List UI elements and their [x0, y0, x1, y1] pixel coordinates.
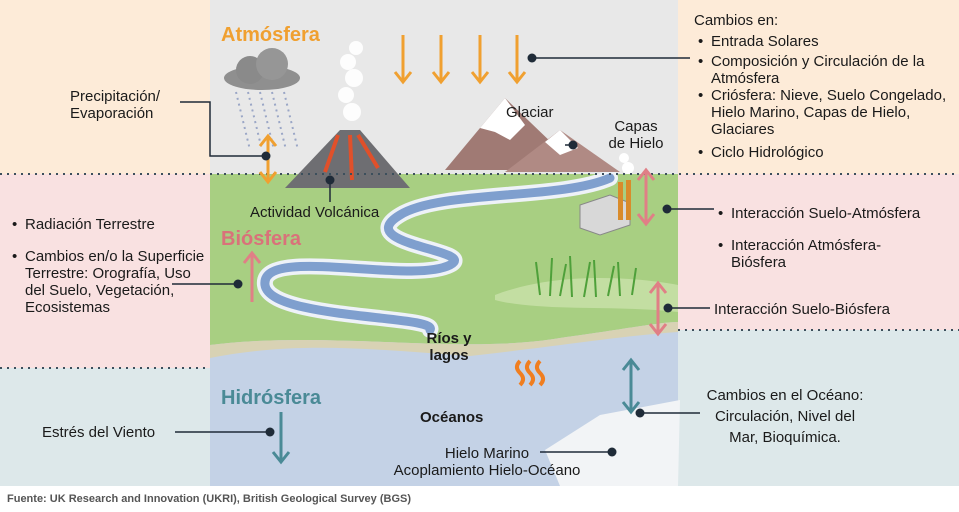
river [260, 173, 615, 335]
change-item-hydrology: Ciclo Hidrológico [698, 144, 951, 161]
land-atmosphere-arrow [636, 167, 656, 227]
volcano-smoke [338, 41, 363, 121]
ice-sheets-label: Capas de Hielo [604, 118, 668, 152]
heat-waves-icon [515, 359, 545, 387]
hydrosphere-right-panel [678, 330, 959, 486]
factory [579, 153, 634, 236]
ocean-changes-line-2: Circulación, Nivel del [714, 408, 856, 425]
bio-item-radiation: Radiación Terrestre [12, 216, 210, 233]
wind-stress-label: Estrés del Viento [42, 424, 156, 441]
land-biosphere-arrow [648, 280, 668, 337]
grass [535, 255, 637, 298]
shoreline [210, 322, 678, 358]
ocean-change-arrow [621, 357, 641, 415]
biosphere-label: Biósfera [221, 228, 302, 250]
sea-ice-line-1: Hielo Marino [444, 445, 530, 462]
hydrosphere-label: Hidrósfera [221, 387, 322, 409]
lava-flows [323, 133, 380, 181]
interaction-land-atmosphere: Interacción Suelo-Atmósfera [718, 205, 959, 222]
solar-input-arrows [393, 35, 527, 85]
source-caption: Fuente: UK Research and Innovation (UKRI… [7, 493, 412, 505]
oceans-label: Océanos [420, 409, 484, 426]
changes-title: Cambios en: [694, 12, 779, 29]
rivers-line-1: Ríos y [426, 330, 472, 347]
rain-cloud [224, 48, 300, 90]
diagram-canvas [0, 0, 959, 486]
ocean-changes-label: Cambios en el Océano: Circulación, Nivel… [690, 387, 880, 446]
wind-stress-arrow [271, 412, 291, 465]
radiation-arrow [242, 250, 262, 302]
ice-sheets-line-1: Capas [614, 118, 658, 135]
interaction-land-biosphere: Interacción Suelo-Biósfera [714, 301, 890, 318]
atmosphere-label: Atmósfera [221, 24, 320, 46]
volcanic-activity-label: Actividad Volcánica [250, 204, 380, 221]
ice-sheets-line-2: de Hielo [608, 135, 664, 152]
rivers-lakes-label: Ríos y lagos [418, 330, 480, 364]
sky-area [210, 0, 678, 176]
interaction-atmosphere-biosphere: Interacción Atmósfera-Biósfera [718, 237, 931, 271]
ocean-changes-line-1: Cambios en el Océano: [706, 387, 864, 404]
precipitation-line-1: Precipitación/ [70, 88, 161, 105]
hydrosphere-left-panel [0, 368, 210, 486]
ocean-changes-line-3: Mar, Bioquímica. [729, 429, 841, 446]
precipitation-label: Precipitación/ Evaporación [70, 88, 160, 122]
sea-ice-label: Hielo Marino Acoplamiento Hielo-Océano [372, 445, 602, 479]
change-item-atmosphere: Composición y Circulación de la Atmósfer… [698, 53, 959, 87]
change-item-solar: Entrada Solares [698, 33, 959, 50]
glacier-label: Glaciar [506, 104, 554, 121]
rivers-line-2: lagos [429, 347, 469, 364]
leader-lines [172, 53, 714, 457]
atmosphere-left-panel [0, 0, 210, 174]
precipitation-line-2: Evaporación [70, 105, 154, 122]
sea-ice-line-2: Acoplamiento Hielo-Océano [393, 462, 581, 479]
glacier-snowcap [480, 98, 525, 140]
sea-ice [545, 400, 680, 486]
change-item-cryosphere: Criósfera: Nieve, Suelo Congelado, Hielo… [698, 87, 951, 138]
bio-item-surface-changes: Cambios en/o la Superficie Terrestre: Or… [12, 248, 205, 316]
